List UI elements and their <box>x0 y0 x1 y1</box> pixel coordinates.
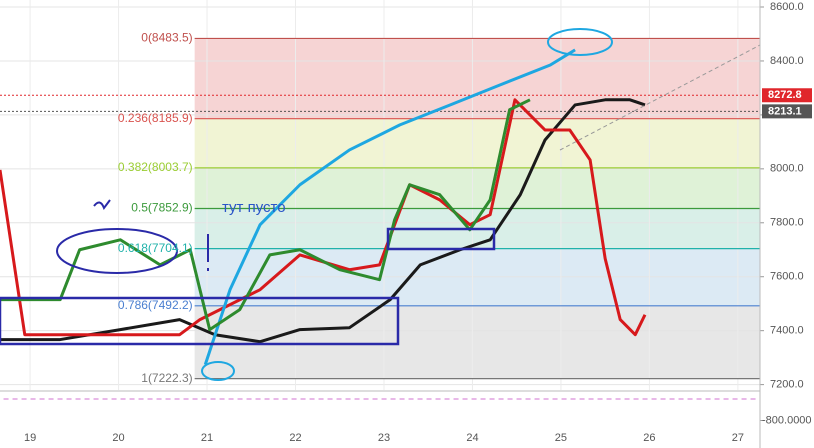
y-tick-label: 8000.0 <box>770 163 804 175</box>
y-tick-label: -800.0000 <box>762 414 812 426</box>
x-tick-label: 24 <box>466 432 478 444</box>
fib-label: 0.786(7492.2) <box>118 298 193 312</box>
fib-label: 0(8483.5) <box>141 31 192 45</box>
fib-zone <box>194 38 760 119</box>
y-tick-label: 7800.0 <box>770 217 804 229</box>
price-badge <box>762 104 812 119</box>
x-tick-label: 19 <box>24 432 36 444</box>
fib-label: 0.382(8003.7) <box>118 160 193 174</box>
x-tick-label: 25 <box>555 432 567 444</box>
ellipse-annotation <box>56 228 178 274</box>
series-line <box>203 48 576 366</box>
y-tick-label: 7400.0 <box>770 325 804 337</box>
x-tick-label: 20 <box>112 432 124 444</box>
x-tick-label: 27 <box>732 432 744 444</box>
fib-zone <box>194 118 760 168</box>
x-tick-label: 22 <box>289 432 301 444</box>
series-line <box>0 98 646 344</box>
fib-label: 0.5(7852.9) <box>131 201 192 215</box>
fib-label: 0.618(7704.1) <box>118 241 193 255</box>
y-tick-label: 8400.0 <box>770 55 804 67</box>
y-tick-label: 8600.0 <box>770 1 804 13</box>
fib-label: 0.236(8185.9) <box>118 111 193 125</box>
x-tick-label: 26 <box>643 432 655 444</box>
fib-label: 1(7222.3) <box>141 371 192 385</box>
y-tick-label: 7200.0 <box>770 379 804 391</box>
ellipse-annotation <box>201 361 235 381</box>
box-annotation <box>0 296 400 346</box>
annotation: тут пусто <box>222 199 286 216</box>
x-tick-label: 21 <box>201 432 213 444</box>
fib-zone <box>194 167 760 209</box>
check-mark <box>93 199 111 211</box>
price-label: 8272.8 <box>768 89 802 101</box>
trend-line <box>559 44 761 151</box>
fib-zone <box>194 305 760 379</box>
price-label: 8213.1 <box>768 105 802 117</box>
y-tick-label: 7600.0 <box>770 271 804 283</box>
box-annotation <box>386 227 496 251</box>
x-tick-label: 23 <box>378 432 390 444</box>
ellipse-annotation <box>547 28 613 56</box>
price-badge <box>762 88 812 103</box>
